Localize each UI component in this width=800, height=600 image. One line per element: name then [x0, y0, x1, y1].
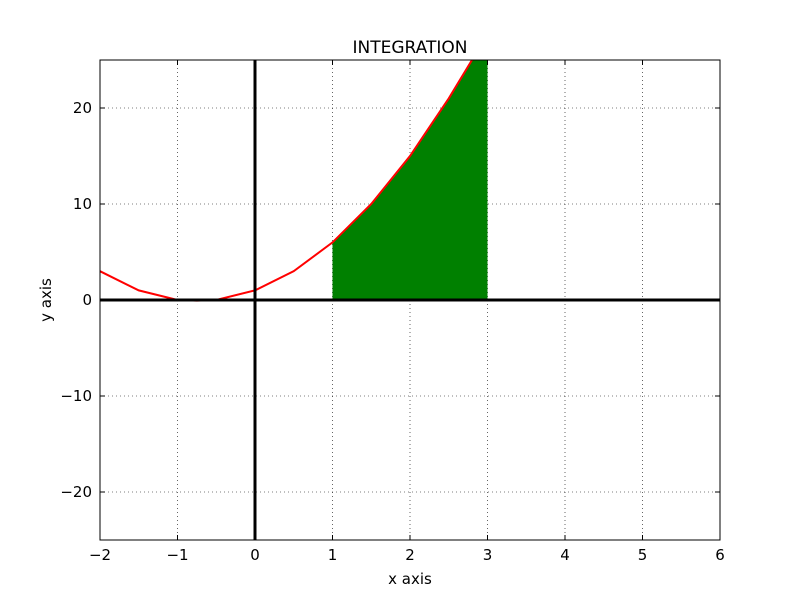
- y-tick-label: 10: [73, 195, 92, 213]
- x-tick-label: −1: [166, 546, 188, 564]
- y-tick-label: −20: [60, 483, 92, 501]
- x-tick-label: 4: [560, 546, 570, 564]
- x-tick-label: 3: [483, 546, 493, 564]
- x-tick-label: −2: [89, 546, 111, 564]
- function-curve: [100, 60, 473, 302]
- x-tick-label: 0: [250, 546, 260, 564]
- y-tick-label: 0: [82, 291, 92, 309]
- data-layer: [100, 60, 488, 302]
- x-axis-label: x axis: [388, 570, 432, 588]
- y-axis-label: y axis: [37, 278, 55, 322]
- chart-title: INTEGRATION: [353, 38, 468, 58]
- x-tick-label: 1: [328, 546, 338, 564]
- y-tick-label: 20: [73, 99, 92, 117]
- x-tick-label: 5: [638, 546, 648, 564]
- integration-fill: [332, 60, 488, 300]
- axes: [100, 60, 720, 540]
- y-tick-label: −10: [60, 387, 92, 405]
- x-tick-label: 2: [405, 546, 415, 564]
- x-tick-label: 6: [715, 546, 725, 564]
